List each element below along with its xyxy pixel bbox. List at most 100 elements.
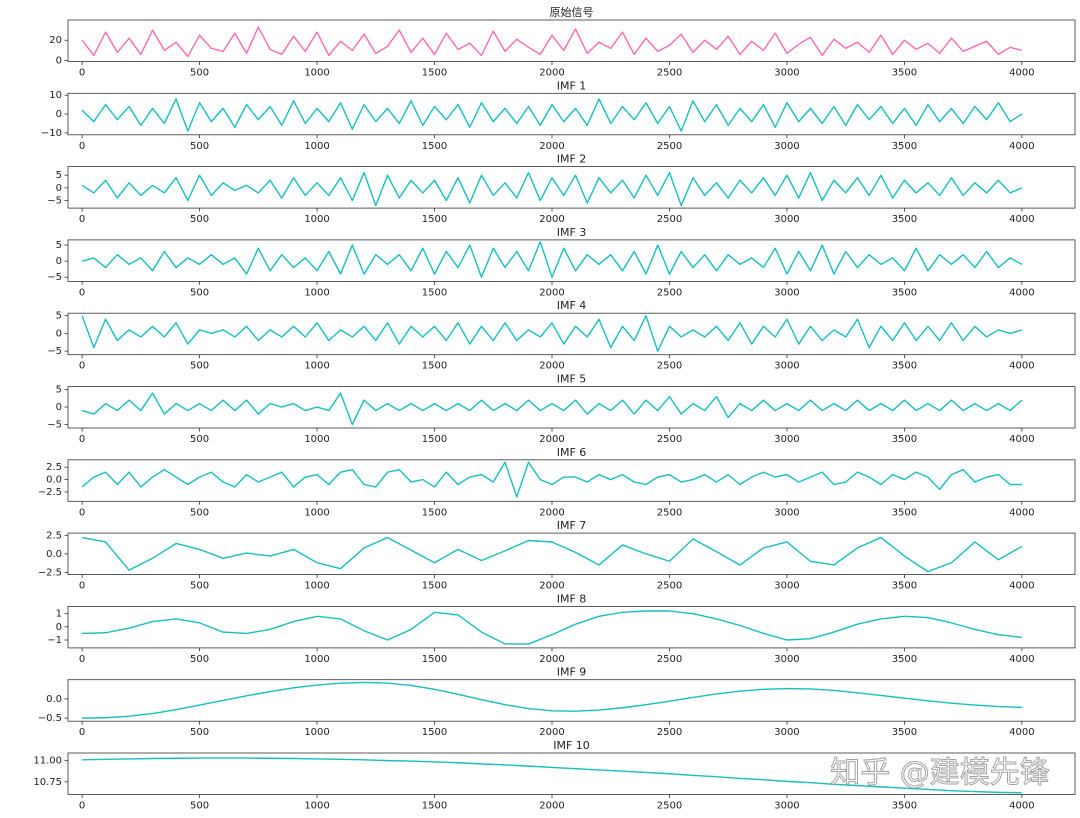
x-tick-label: 1000 [304,214,329,225]
subplot: IMF 1 0 500 1000 1500 2000 2500 3000 3500 4000 −10… [41,79,1076,152]
x-tick-label: 0 [79,287,85,298]
x-tick-label: 4000 [1009,361,1034,372]
y-tick-label: 5 [56,311,62,322]
axes-frame [67,312,1076,356]
subplot: IMF 8 0 500 1000 1500 2000 2500 3000 3500 4000 −1 0… [47,592,1076,665]
y-tick-label: 20 [49,35,62,46]
x-tick-label: 1500 [422,141,447,152]
x-tick-label: 1000 [304,141,329,152]
x-tick-label: 2000 [539,141,564,152]
x-tick-label: 2000 [539,287,564,298]
x-tick-label: 2500 [657,801,682,812]
plot-area [81,241,1023,278]
subplot: IMF 3 0 500 1000 1500 2000 2500 3000 3500 4000 −5 0… [47,226,1076,298]
signal-line [81,98,1023,132]
x-tick-label: 2000 [539,581,564,592]
x-tick-label: 3000 [774,507,799,518]
x-tick-label: 2500 [657,287,682,298]
x-tick-label: 0 [79,581,85,592]
x-tick-label: 0 [79,361,85,372]
x-tick-label: 1000 [304,507,329,518]
x-tick-label: 1000 [304,68,329,79]
y-tick-label: 2.5 [46,530,62,541]
x-tick-label: 2000 [539,801,564,812]
x-tick-label: 0 [79,727,85,738]
x-tick-label: 2500 [657,654,682,665]
signal-line [81,536,1023,573]
x-tick-label: 500 [190,727,209,738]
x-tick-label: 4000 [1009,801,1034,812]
x-tick-label: 1000 [304,727,329,738]
x-tick-label: 0 [79,214,85,225]
x-tick-label: 3500 [892,434,917,445]
x-tick-label: 2500 [657,581,682,592]
y-tick-label: 0.0 [46,694,62,705]
subplot-title: IMF 10 [553,739,590,752]
x-tick-label: 4000 [1009,507,1034,518]
x-tick-label: 3000 [774,581,799,592]
x-tick-label: 4000 [1009,287,1034,298]
x-tick-label: 2000 [539,727,564,738]
signal-line [81,392,1023,426]
plot-area [81,392,1023,426]
x-tick-label: 500 [190,581,209,592]
subplot: IMF 6 0 500 1000 1500 2000 2500 3000 3500 4000 −2.… [38,446,1076,518]
x-tick-label: 3500 [892,361,917,372]
y-tick-label: 0.0 [46,549,62,560]
x-tick-label: 1500 [422,68,447,79]
axes-frame [67,459,1076,502]
plot-area [81,536,1023,573]
y-tick-label: 10.75 [33,777,62,788]
x-tick-label: 4000 [1009,654,1034,665]
x-tick-label: 3500 [892,287,917,298]
subplot: IMF 7 0 500 1000 1500 2000 2500 3000 3500 4000 −2.… [38,519,1076,592]
plot-area [81,461,1022,498]
y-tick-label: 5 [56,170,62,181]
x-tick-label: 2500 [657,507,682,518]
y-tick-label: 0 [56,55,62,66]
x-tick-label: 2000 [539,507,564,518]
x-tick-label: 500 [190,361,209,372]
x-tick-label: 2500 [657,434,682,445]
x-tick-label: 1500 [422,801,447,812]
subplot: IMF 10 0 500 1000 1500 2000 2500 3000 3500 4000 10… [33,739,1076,812]
y-tick-label: −1 [47,635,62,646]
signal-line [81,171,1023,207]
x-tick-label: 500 [190,214,209,225]
subplot: IMF 4 0 500 1000 1500 2000 2500 3000 3500 4000 −5 0… [47,299,1076,372]
axes-frame [67,679,1076,722]
x-tick-label: 0 [79,68,85,79]
plot-area [81,314,1023,352]
x-tick-label: 2500 [657,68,682,79]
y-tick-label: 1 [56,609,62,620]
y-tick-label: 0 [56,622,62,633]
x-tick-label: 4000 [1009,141,1034,152]
x-tick-label: 3500 [892,214,917,225]
x-tick-label: 500 [190,287,209,298]
plot-area [81,26,1023,58]
x-tick-label: 1500 [422,727,447,738]
x-tick-label: 2000 [539,434,564,445]
x-tick-label: 4000 [1009,581,1034,592]
x-tick-label: 0 [79,434,85,445]
x-tick-label: 2500 [657,214,682,225]
x-tick-label: 3500 [892,801,917,812]
y-tick-label: 0.0 [46,475,62,486]
y-tick-label: 0 [56,109,62,120]
x-tick-label: 1500 [422,287,447,298]
axes-frame [67,19,1076,62]
x-tick-label: 1500 [422,507,447,518]
x-tick-label: 3000 [774,68,799,79]
y-tick-label: −5 [47,346,62,357]
y-tick-label: 11.00 [33,756,62,767]
x-tick-label: 1500 [422,434,447,445]
plot-area [82,757,1022,794]
y-tick-label: 10 [49,90,62,101]
x-tick-label: 0 [79,507,85,518]
x-tick-label: 500 [190,507,209,518]
x-tick-label: 500 [190,654,209,665]
x-tick-label: 1000 [304,287,329,298]
x-tick-label: 1000 [304,361,329,372]
